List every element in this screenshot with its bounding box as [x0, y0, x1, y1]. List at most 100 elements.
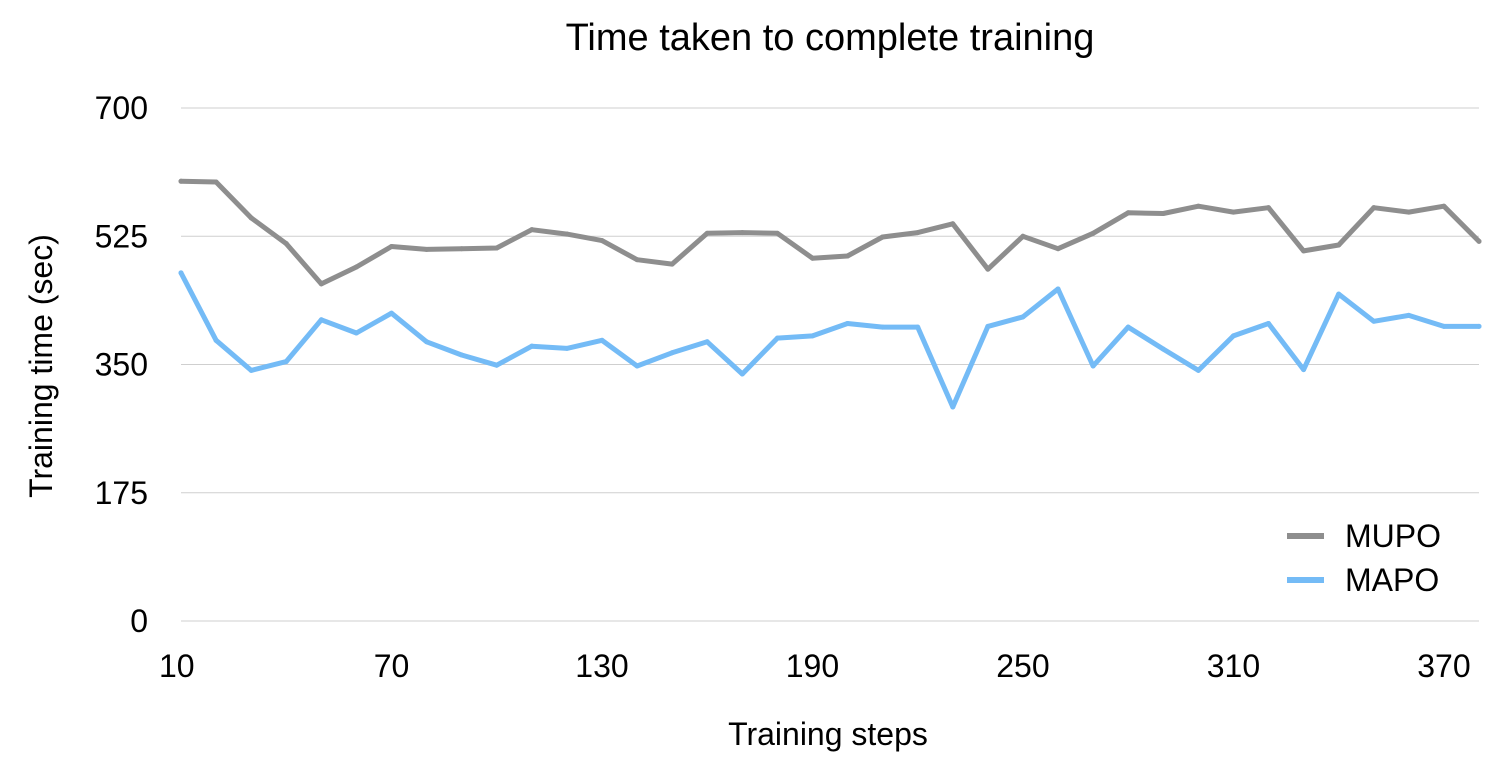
data-point-mupo [1441, 203, 1447, 209]
data-point-mapo [248, 367, 254, 373]
data-point-mupo [529, 227, 535, 233]
data-point-mupo [1371, 205, 1377, 211]
data-point-mupo [809, 255, 815, 261]
x-tick-label: 70 [374, 648, 410, 684]
data-point-mupo [845, 253, 851, 259]
data-point-mapo [1476, 323, 1482, 329]
data-point-mapo [178, 270, 184, 276]
gridlines [181, 107, 1479, 622]
data-point-mupo [353, 264, 359, 270]
data-point-mupo [599, 238, 605, 244]
data-point-mupo [283, 241, 289, 247]
data-point-mapo [318, 317, 324, 323]
data-point-mapo [985, 323, 991, 329]
data-point-mapo [529, 343, 535, 349]
data-point-mapo [1266, 320, 1272, 326]
data-point-mapo [1020, 314, 1026, 320]
data-point-mapo [1406, 312, 1412, 318]
x-tick-label: 250 [996, 648, 1049, 684]
data-point-mupo [634, 257, 640, 263]
y-tick-label: 350 [95, 347, 148, 383]
data-point-mupo [1476, 238, 1482, 244]
data-point-mapo [1055, 286, 1061, 292]
y-axis-label: Training time (sec) [23, 234, 59, 498]
series-line-mapo [178, 270, 1482, 410]
data-point-mapo [1160, 346, 1166, 352]
data-point-mupo [1336, 242, 1342, 248]
data-point-mapo [283, 359, 289, 365]
data-point-mapo [1195, 367, 1201, 373]
data-point-mupo [1160, 211, 1166, 217]
data-point-mupo [739, 230, 745, 236]
data-point-mapo [1230, 333, 1236, 339]
legend-label-mapo: MAPO [1345, 562, 1439, 598]
chart-title: Time taken to complete training [566, 17, 1095, 59]
data-point-mapo [564, 345, 570, 351]
legend: MUPO MAPO [1287, 518, 1441, 598]
data-point-mupo [1230, 209, 1236, 215]
data-point-mupo [1406, 209, 1412, 215]
data-point-mapo [845, 320, 851, 326]
data-point-mupo [213, 179, 219, 185]
x-tick-label: 190 [786, 648, 839, 684]
data-point-mapo [1301, 367, 1307, 373]
data-point-mupo [459, 246, 465, 252]
data-point-mupo [1055, 246, 1061, 252]
x-tick-label: 10 [159, 648, 195, 684]
data-point-mapo [388, 310, 394, 316]
data-point-mupo [1090, 230, 1096, 236]
data-point-mupo [915, 230, 921, 236]
y-tick-label: 175 [95, 475, 148, 511]
data-point-mapo [459, 352, 465, 358]
data-point-mapo [1441, 323, 1447, 329]
x-tick-label: 310 [1207, 648, 1260, 684]
data-point-mapo [1336, 291, 1342, 297]
data-point-mapo [494, 362, 500, 368]
y-tick-label: 700 [95, 90, 148, 126]
data-point-mupo [424, 246, 430, 252]
data-point-mupo [248, 215, 254, 221]
data-point-mupo [950, 221, 956, 227]
y-tick-label: 525 [95, 218, 148, 254]
data-point-mupo [388, 244, 394, 250]
data-point-mapo [1090, 363, 1096, 369]
data-point-mapo [1371, 318, 1377, 324]
data-point-mupo [1020, 233, 1026, 239]
data-point-mupo [1301, 248, 1307, 254]
data-point-mupo [494, 245, 500, 251]
y-tick-label: 0 [130, 603, 148, 639]
data-point-mapo [353, 330, 359, 336]
data-point-mapo [1125, 324, 1131, 330]
data-point-mupo [880, 234, 886, 240]
data-point-mupo [1125, 210, 1131, 216]
data-point-mupo [1266, 205, 1272, 211]
legend-label-mupo: MUPO [1345, 518, 1441, 554]
data-point-mupo [318, 281, 324, 287]
data-point-mapo [774, 335, 780, 341]
data-point-mapo [880, 324, 886, 330]
data-point-mupo [985, 266, 991, 272]
data-point-mapo [739, 371, 745, 377]
data-point-mapo [809, 333, 815, 339]
data-point-mapo [950, 404, 956, 410]
data-point-mapo [704, 339, 710, 345]
series-line-mupo [178, 178, 1482, 287]
data-point-mupo [178, 178, 184, 184]
x-axis-ticks: 10 70 130 190 250 310 370 [159, 648, 1471, 684]
data-point-mupo [564, 231, 570, 237]
data-point-mupo [774, 230, 780, 236]
data-point-mapo [213, 337, 219, 343]
data-point-mapo [915, 324, 921, 330]
data-point-mupo [1195, 203, 1201, 209]
data-point-mupo [704, 230, 710, 236]
series-lines [178, 178, 1482, 410]
data-point-mapo [669, 350, 675, 356]
x-axis-label: Training steps [728, 716, 928, 752]
x-tick-label: 370 [1417, 648, 1470, 684]
data-point-mapo [599, 337, 605, 343]
y-axis-ticks: 0 175 350 525 700 [95, 90, 148, 639]
data-point-mupo [669, 261, 675, 267]
x-tick-label: 130 [575, 648, 628, 684]
